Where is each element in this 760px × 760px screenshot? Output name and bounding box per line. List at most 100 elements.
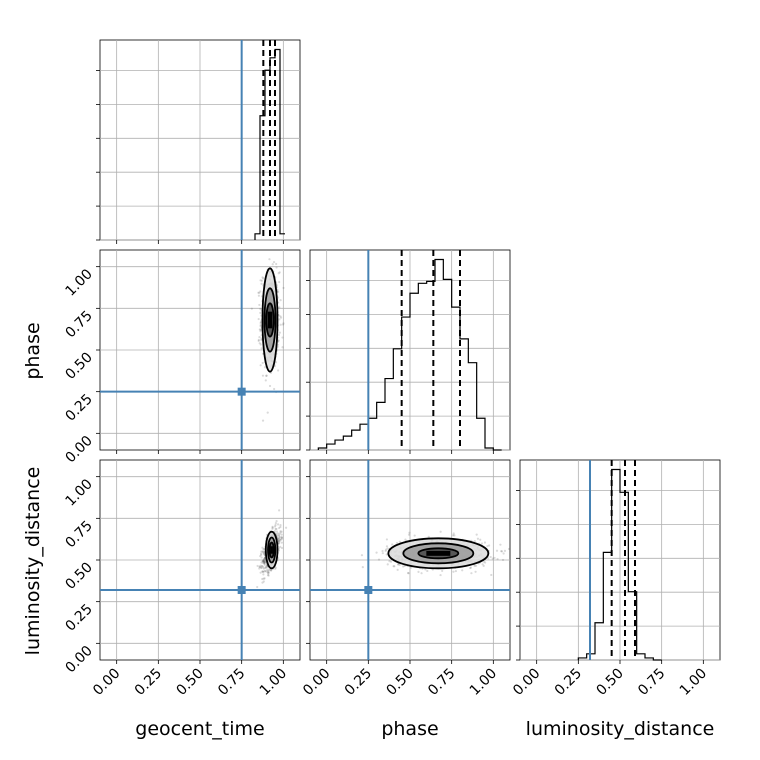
sample-point	[261, 561, 265, 564]
sample-point	[257, 291, 260, 294]
sample-point	[259, 279, 262, 282]
sample-point	[426, 569, 429, 573]
sample-point	[404, 538, 407, 541]
sample-point	[501, 558, 505, 562]
sample-point	[260, 561, 263, 564]
sample-point	[475, 564, 478, 567]
y-axis-label-luminosity-distance: luminosity_distance	[22, 467, 44, 656]
sample-point	[279, 538, 282, 542]
sample-point	[391, 543, 394, 546]
y-tick-label: 0.75	[62, 308, 95, 341]
sample-point	[278, 535, 281, 538]
sample-point	[461, 569, 464, 572]
y-tick-label: 0.50	[62, 350, 95, 383]
sample-point	[264, 566, 267, 570]
sample-point	[259, 330, 262, 333]
sample-point	[263, 561, 266, 564]
sample-point	[275, 262, 278, 266]
sample-point	[258, 303, 261, 307]
sample-point	[260, 556, 263, 559]
sample-point	[262, 570, 265, 574]
sample-point	[496, 557, 499, 561]
sample-point	[469, 566, 472, 569]
sample-point	[452, 532, 455, 535]
sample-point	[269, 569, 273, 572]
sample-point	[261, 546, 264, 549]
sample-point	[259, 321, 262, 324]
y-tick-label: 1.00	[62, 266, 95, 299]
sample-point	[263, 562, 266, 565]
y-tick-label: 0.00	[62, 643, 95, 676]
sample-point	[480, 542, 484, 545]
sample-point	[278, 540, 281, 543]
sample-point	[260, 282, 263, 285]
sample-point	[258, 342, 261, 345]
sample-point	[279, 316, 283, 319]
sample-point	[262, 277, 265, 280]
panel-hist-geocent_time	[96, 39, 301, 244]
sample-point	[273, 387, 276, 391]
sample-point	[259, 322, 262, 325]
sample-point	[483, 541, 487, 544]
sample-point	[272, 260, 276, 264]
x-tick-label: 1.00	[677, 666, 710, 699]
sample-point	[264, 379, 267, 382]
sample-point	[274, 361, 278, 364]
sample-point	[500, 550, 503, 553]
histogram-phase	[317, 258, 502, 451]
sample-point	[263, 560, 266, 563]
y-axis-label-phase: phase	[22, 322, 44, 379]
x-axis-label-phase: phase	[381, 718, 438, 740]
sample-point	[280, 538, 283, 541]
sample-point	[258, 565, 261, 569]
sample-point	[278, 280, 281, 284]
sample-point	[262, 552, 265, 555]
density-peak	[270, 546, 273, 554]
contour-inner	[417, 547, 460, 560]
sample-point	[279, 315, 282, 318]
sample-point	[258, 567, 261, 570]
sample-point	[385, 538, 389, 541]
sample-point	[407, 533, 411, 536]
sample-point	[271, 525, 274, 528]
sample-point	[482, 560, 485, 563]
sample-point	[381, 552, 384, 555]
sample-point	[262, 550, 265, 553]
sample-point	[261, 550, 264, 553]
x-tick-label: 0.25	[132, 666, 165, 699]
sample-point	[493, 556, 496, 560]
sample-point	[263, 561, 266, 564]
sample-point	[384, 549, 387, 552]
contour-middle	[402, 542, 475, 565]
sample-point	[259, 324, 262, 327]
sample-point	[250, 307, 253, 310]
x-axis-label-geocent-time: geocent_time	[135, 718, 264, 740]
x-tick-label: 0.75	[425, 666, 458, 699]
sample-point	[275, 519, 278, 523]
sample-point	[262, 559, 266, 562]
sample-point	[491, 557, 494, 560]
sample-point	[381, 549, 384, 553]
sample-point	[386, 547, 389, 550]
sample-point	[511, 553, 513, 555]
sample-point	[406, 571, 410, 575]
sample-point	[280, 536, 283, 539]
contour-middle	[267, 536, 277, 564]
sample-point	[274, 527, 277, 531]
y-tick-label: 0.25	[62, 391, 95, 424]
sample-point	[259, 311, 262, 314]
y-tick-label: 0.25	[62, 601, 95, 634]
sample-point	[275, 527, 278, 531]
sample-point	[407, 572, 410, 575]
sample-point	[260, 565, 264, 568]
sample-point	[261, 560, 265, 563]
sample-point	[261, 577, 264, 581]
density-peak	[267, 311, 273, 329]
sample-point	[282, 286, 285, 290]
sample-point	[452, 570, 455, 573]
sample-point	[500, 550, 504, 553]
sample-point	[277, 549, 281, 552]
sample-point	[502, 552, 505, 555]
sample-point	[398, 563, 401, 567]
sample-point	[397, 563, 400, 566]
